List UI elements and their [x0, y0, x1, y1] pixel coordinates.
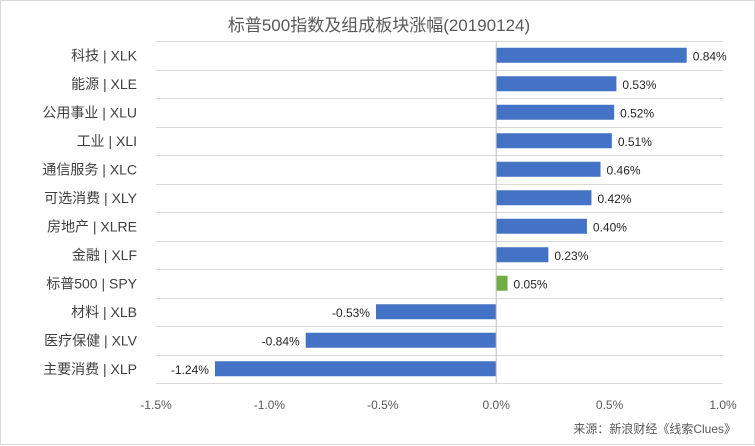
category-label: 材料 | XLB — [71, 304, 137, 320]
category-labels: 科技 | XLK 能源 | XLE 公用事业 | XLU 工业 | XLI 通信服务 |… — [42, 47, 137, 377]
x-tick-label: -1.0% — [254, 398, 286, 412]
category-label: 公用事业 | XLU — [42, 104, 137, 120]
x-tick-labels: -1.5% -1.0% -0.5% 0.0% 0.5% 1.0% — [140, 398, 737, 412]
category-label: 科技 | XLK — [71, 47, 138, 63]
bar — [496, 76, 617, 92]
x-tick-label: 0.0% — [483, 398, 511, 412]
bar — [496, 104, 615, 120]
data-label: 0.42% — [597, 192, 631, 206]
category-label: 房地产 | XLRE — [47, 218, 137, 234]
data-label: 0.23% — [554, 249, 588, 263]
data-label: -1.24% — [171, 363, 209, 377]
data-labels: 0.84% 0.53% 0.52% 0.51% 0.46% 0.42% 0.40% 0.23%… — [171, 49, 727, 377]
bar — [496, 161, 601, 177]
category-label: 医疗保健 | XLV — [44, 332, 138, 348]
bar — [496, 133, 612, 149]
category-label: 标普500 | SPY — [46, 275, 137, 291]
data-label: -0.53% — [332, 306, 370, 320]
category-label: 金融 | XLF — [72, 247, 137, 263]
bar — [214, 361, 497, 377]
data-label: -0.84% — [262, 334, 300, 348]
category-label: 通信服务 | XLC — [42, 161, 137, 177]
x-tick-label: -1.5% — [140, 398, 172, 412]
data-label: 0.53% — [622, 78, 656, 92]
data-label: 0.51% — [618, 135, 652, 149]
category-label: 主要消费 | XLP — [43, 361, 137, 377]
grid-lines — [156, 41, 723, 384]
bar — [496, 47, 687, 63]
data-label: 0.40% — [593, 220, 627, 234]
x-tick-label: 0.5% — [596, 398, 624, 412]
data-label: 0.52% — [620, 106, 654, 120]
bars — [214, 47, 687, 377]
data-label: 0.05% — [514, 277, 548, 291]
category-label: 能源 | XLE — [71, 76, 137, 92]
bar — [305, 332, 497, 348]
chart-title: 标普500指数及组成板块涨幅(20190124) — [228, 16, 530, 35]
x-tick-label: -0.5% — [367, 398, 399, 412]
bar — [496, 275, 508, 291]
x-tick-label: 1.0% — [709, 398, 737, 412]
bar — [496, 218, 587, 234]
bar — [496, 190, 592, 206]
category-label: 可选消费 | XLY — [44, 190, 138, 206]
data-label: 0.84% — [693, 49, 727, 63]
data-label: 0.46% — [607, 163, 641, 177]
bar — [496, 247, 549, 263]
category-label: 工业 | XLI — [77, 133, 137, 149]
bar — [375, 304, 497, 320]
source-note: 来源：新浪财经《线索Clues》 — [573, 421, 736, 436]
